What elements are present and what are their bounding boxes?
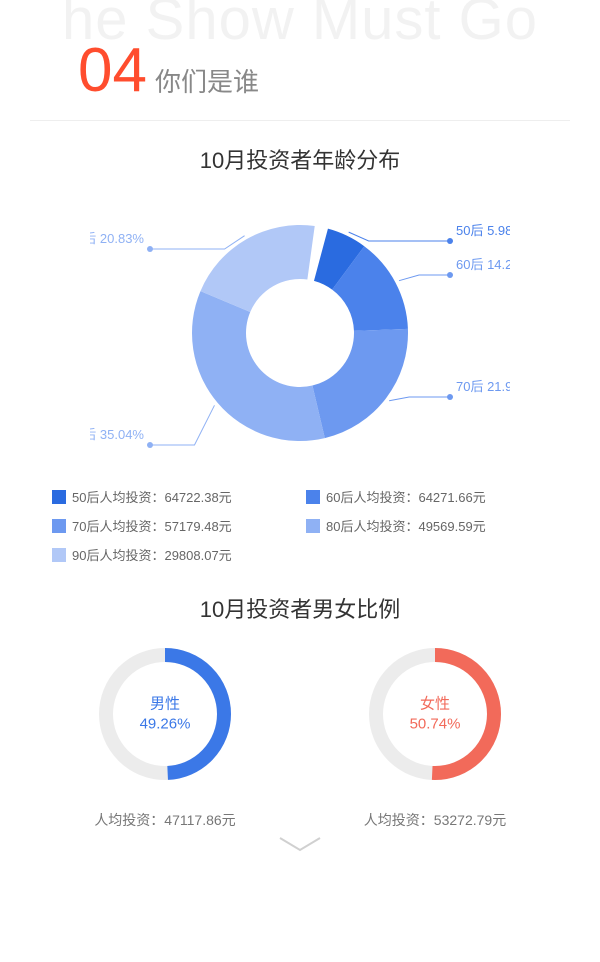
gender-center-label: 男性49.26% (140, 695, 191, 734)
legend-label: 80后人均投资：49569.59元 (326, 516, 486, 535)
donut-callout-60后: 60后 14.24% (456, 257, 510, 272)
legend-label: 50后人均投资：64722.38元 (72, 487, 232, 506)
gender-block-女性: 女性50.74% 人均投资：53272.79元 (315, 634, 555, 830)
donut-callout-70后: 70后 21.92% (456, 379, 510, 394)
gender-row: 男性49.26% 人均投资：47117.86元 女性50.74% 人均投资：53272… (30, 634, 570, 830)
gender-chart-title: 10月投资者男女比例 (0, 592, 600, 624)
legend-item-80后: 80后人均投资：49569.59元 (306, 516, 548, 535)
legend-item-90后: 90后人均投资：29808.07元 (52, 545, 294, 564)
gender-block-男性: 男性49.26% 人均投资：47117.86元 (45, 634, 285, 830)
legend-item-70后: 70后人均投资：57179.48元 (52, 516, 294, 535)
legend-swatch (306, 519, 320, 533)
legend-label: 60后人均投资：64271.66元 (326, 487, 486, 506)
legend-swatch (306, 490, 320, 504)
gender-avg-label: 人均投资：47117.86元 (45, 810, 285, 830)
donut-callout-80后: 80后 35.04% (90, 427, 144, 442)
legend-label: 70后人均投资：57179.48元 (72, 516, 232, 535)
section-number: 04 (78, 40, 147, 102)
legend-swatch (52, 548, 66, 562)
age-chart-title: 10月投资者年龄分布 (0, 143, 600, 175)
section-header: 04 你们是谁 (30, 0, 570, 121)
gender-center-label: 女性50.74% (410, 695, 461, 734)
age-donut-chart: 50后 5.98% 60后 14.24% 70后 21.92% 80后 35.04% 9… (90, 185, 510, 465)
legend-swatch (52, 519, 66, 533)
legend-item-60后: 60后人均投资：64271.66元 (306, 487, 548, 506)
age-legend: 50后人均投资：64722.38元 60后人均投资：64271.66元 70后人均投… (52, 487, 548, 564)
donut-slice-70后 (312, 329, 408, 438)
legend-swatch (52, 490, 66, 504)
donut-slice-80后 (192, 291, 325, 441)
donut-callout-50后: 50后 5.98% (456, 223, 510, 238)
legend-label: 90后人均投资：29808.07元 (72, 545, 232, 564)
donut-callout-90后: 90后 20.83% (90, 231, 144, 246)
section-title: 你们是谁 (155, 62, 259, 99)
legend-item-50后: 50后人均投资：64722.38元 (52, 487, 294, 506)
gender-avg-label: 人均投资：53272.79元 (315, 810, 555, 830)
chevron-down-icon (0, 834, 600, 861)
